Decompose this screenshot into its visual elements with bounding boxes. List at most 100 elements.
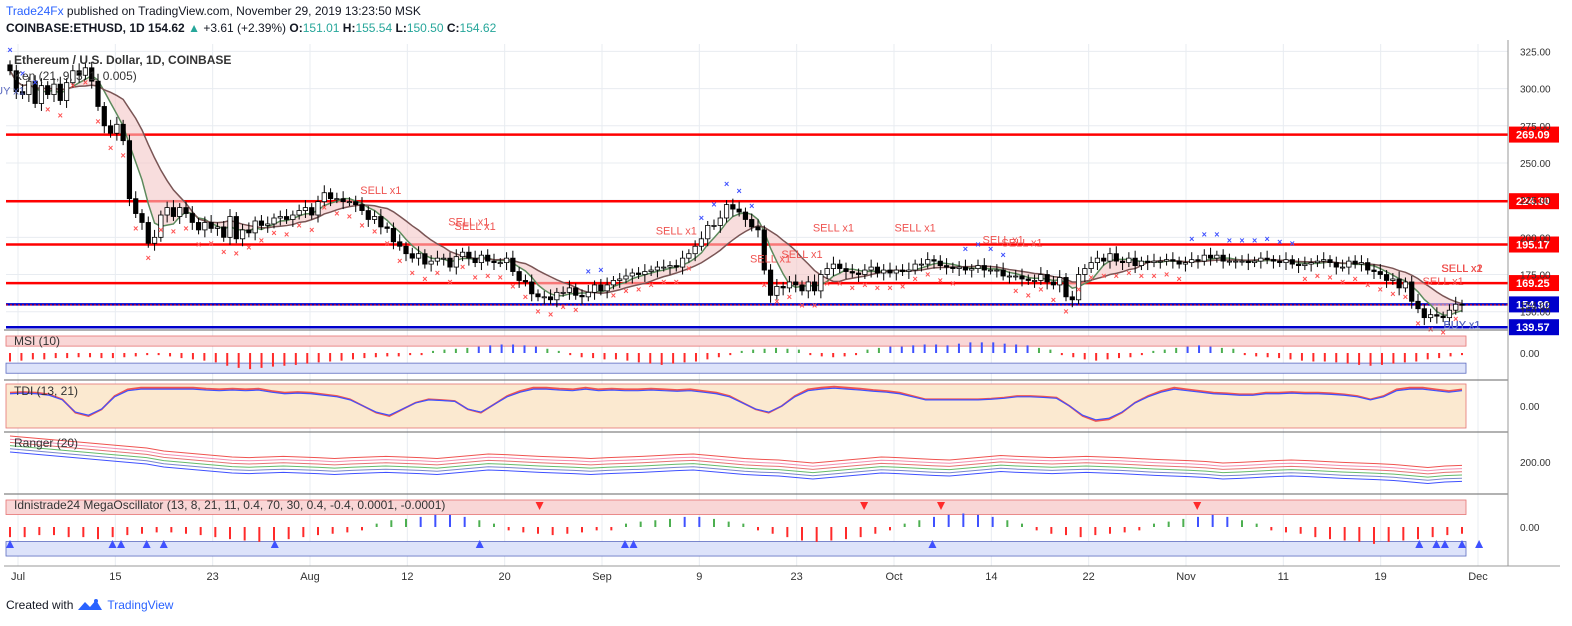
candle-body [239, 229, 246, 240]
signal-cross-icon: × [1453, 314, 1458, 324]
signal-label: BUY x1 [1443, 320, 1480, 332]
candle-body [453, 256, 459, 268]
signal-label: UY x1 [0, 86, 25, 98]
candle-body [1113, 253, 1119, 262]
open-label: O: [289, 21, 303, 35]
signal-cross-icon: × [1415, 319, 1420, 329]
candle-body [786, 281, 793, 289]
candle-body [1163, 259, 1170, 262]
x-tick-label: 15 [109, 571, 121, 583]
signal-cross-icon: × [799, 301, 804, 311]
candle-body [1270, 259, 1277, 262]
signal-label: SELL x1 [781, 249, 822, 261]
last-price: 154.62 [148, 21, 185, 35]
candle-body [478, 254, 485, 264]
candle-body [1365, 262, 1371, 271]
candle-body [390, 228, 397, 243]
candle-body [7, 64, 13, 72]
publish-header: Trade24Fx published on TradingView.com, … [6, 4, 421, 18]
candle-body [755, 226, 761, 231]
publish-info: published on TradingView.com, November 2… [63, 4, 421, 18]
signal-cross-icon: × [1277, 237, 1282, 247]
candle-body [1189, 259, 1195, 264]
level-label-bg [1509, 296, 1559, 313]
candle-body [887, 269, 893, 274]
candle-body [202, 222, 208, 231]
y-tick-label: 175.00 [1520, 271, 1551, 282]
x-tick-label: Nov [1176, 571, 1196, 583]
signal-cross-icon: × [183, 223, 188, 233]
candle-body [1264, 257, 1270, 261]
high-value: 155.54 [355, 21, 393, 35]
buy-triangle-icon [1458, 540, 1466, 548]
candle-body [1339, 266, 1346, 269]
signal-cross-icon: × [887, 283, 892, 293]
signal-cross-icon: × [271, 228, 276, 238]
candle-body [950, 266, 956, 269]
candle-body [1295, 263, 1302, 266]
candle-body [1239, 260, 1245, 263]
level-label-bg [1509, 126, 1559, 143]
x-tick-label: 22 [1083, 571, 1095, 583]
candle-body [283, 216, 290, 220]
signal-cross-icon: × [334, 209, 339, 219]
pane-y-tick: 200.00 [1520, 458, 1551, 469]
candle-body [491, 260, 497, 264]
candle-body [1082, 268, 1088, 275]
main-chart-title: Ethereum / U.S. Dollar, 1D, COINBASE [14, 53, 231, 67]
author-link[interactable]: Trade24Fx [6, 4, 64, 18]
signal-markers: × × × × × × × × × × × × × × × × × × × × × × × × × × × × × × × × × × × × × × × ×… [0, 45, 1483, 338]
candle-body [761, 229, 767, 271]
signal-cross-icon: × [347, 211, 352, 221]
candle-body [1277, 260, 1283, 264]
candle-body [805, 281, 811, 292]
signal-cross-icon: × [45, 104, 50, 114]
signal-cross-icon: × [435, 268, 440, 278]
tdi-band [5, 383, 1467, 429]
candle-body [472, 257, 478, 264]
buy-triangle-icon [1440, 540, 1449, 548]
candle-body [265, 223, 271, 226]
pane-title: TDI (13, 21) [14, 384, 78, 398]
signal-cross-icon: × [1202, 229, 1207, 239]
candle-body [610, 280, 617, 286]
candle-body [428, 260, 434, 265]
candle-body [1119, 260, 1126, 264]
signal-cross-icon: × [1101, 271, 1106, 281]
candle-body [26, 80, 32, 95]
pane-title: Ranger (20) [14, 436, 78, 450]
signal-cross-icon: × [498, 272, 503, 282]
signal-cross-icon: × [749, 201, 754, 211]
candle-body [679, 257, 686, 268]
signal-cross-icon: × [209, 238, 214, 248]
candle-body [447, 257, 453, 268]
signal-cross-icon: × [737, 186, 742, 196]
candle-body [1031, 280, 1038, 282]
signal-label: SELL x1 [1441, 263, 1482, 275]
ranger-line [9, 448, 1463, 481]
y-tick-label: 200.00 [1520, 233, 1551, 244]
symbol-header: COINBASE:ETHUSD, 1D 154.62 ▲ +3.61 (+2.3… [6, 21, 496, 35]
candle-body [1201, 254, 1207, 262]
candle-body [1308, 262, 1314, 265]
candle-body [780, 286, 786, 289]
low-value: 150.50 [406, 21, 444, 35]
candle-body [327, 192, 334, 200]
candle-body [1390, 278, 1396, 281]
sell-triangle-icon [1193, 502, 1202, 510]
candle-body [918, 263, 925, 266]
candle-body [749, 219, 755, 228]
signal-cross-icon: × [1441, 327, 1446, 337]
candle-body [1251, 260, 1258, 264]
signal-cross-icon: × [975, 240, 980, 250]
tradingview-link[interactable]: TradingView [107, 598, 174, 612]
signal-cross-icon: × [1227, 235, 1232, 245]
candle-body [145, 222, 151, 244]
candle-body [1258, 257, 1264, 262]
signal-cross-icon: × [1403, 292, 1408, 302]
signal-cross-icon: × [1353, 274, 1358, 284]
signal-cross-icon: × [359, 220, 364, 230]
candle-body [309, 207, 315, 216]
x-tick-label: Jul [11, 571, 25, 583]
